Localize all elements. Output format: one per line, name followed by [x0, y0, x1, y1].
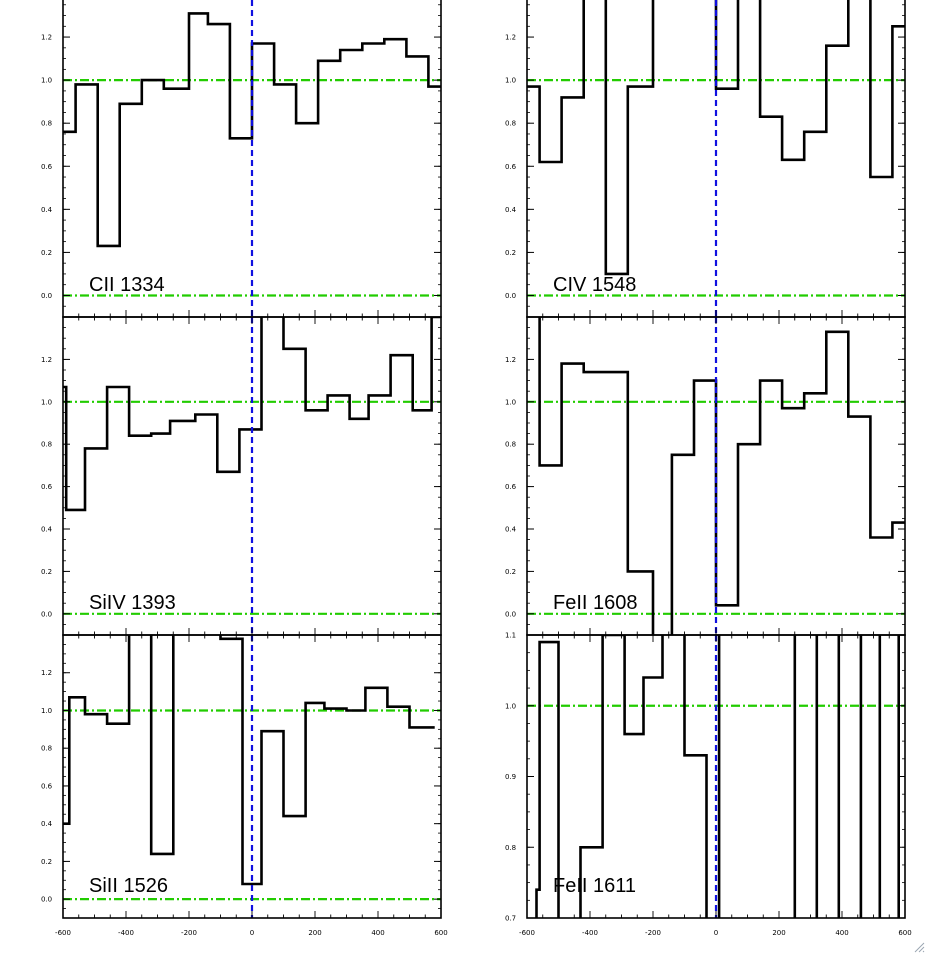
flux-profile [538, 317, 905, 635]
y-tick-label: 1.1 [505, 632, 516, 640]
x-tick-label: 600 [434, 929, 447, 937]
panel-label: FeII 1608 [553, 592, 638, 614]
panel-siii-1526: 0.0 0.2 0.4 0.6 0.8 1.0 1.2 -600 -400 -200 0 200 400… [41, 634, 448, 937]
x-tick-label: 200 [772, 929, 785, 937]
y-tick-label: 0.6 [41, 163, 53, 171]
y-tick-label: 1.0 [505, 702, 516, 710]
resize-grip-icon[interactable] [913, 941, 925, 953]
panel-plot-area [63, 0, 441, 317]
panel-plot-area [63, 317, 441, 635]
y-tick-label: 0.2 [505, 568, 516, 576]
x-tick-label: -600 [519, 929, 535, 937]
y-tick-label: 0.2 [41, 249, 52, 257]
y-tick-label: 0.2 [41, 568, 52, 576]
x-tick-label: 0 [714, 929, 718, 937]
panel-siiv-1393: 0.0 0.2 0.4 0.6 0.8 1.0 1.2 SiIV 1393 [41, 316, 442, 636]
y-tick-label: 0.6 [41, 782, 53, 790]
x-tick-label: -200 [645, 929, 661, 937]
panel-label: SiIV 1393 [89, 592, 176, 614]
y-tick-label: 0.6 [505, 483, 517, 491]
panel-civ-1548: 0.0 0.2 0.4 0.6 0.8 1.0 1.2 CIV 1548 [505, 0, 906, 318]
x-tick-label: 400 [371, 929, 384, 937]
y-tick-label: 0.4 [505, 526, 517, 534]
x-tick-label: -200 [181, 929, 197, 937]
panel-cii-1334: 0.0 0.2 0.4 0.6 0.8 1.0 1.2 CII 1334 [41, 0, 442, 318]
y-tick-label: 1.2 [505, 34, 516, 42]
panel-label: FeII 1611 [553, 875, 636, 897]
x-tick-label: -600 [55, 929, 71, 937]
y-tick-label: 0.9 [505, 773, 516, 781]
x-tick-label: 200 [308, 929, 321, 937]
y-tick-label: 1.0 [41, 707, 52, 715]
y-tick-label: 0.8 [505, 441, 516, 449]
y-tick-label: 0.4 [41, 206, 53, 214]
y-tick-label: 0.8 [505, 120, 516, 128]
panel-feii-1608: 0.0 0.2 0.4 0.6 0.8 1.0 1.2 FeII 1608 [505, 316, 906, 636]
y-tick-label: 0.0 [41, 292, 52, 300]
x-tick-label: 600 [898, 929, 911, 937]
y-tick-label: 0.0 [505, 610, 516, 618]
y-tick-label: 1.0 [505, 77, 516, 85]
panel-label: SiII 1526 [89, 875, 168, 897]
x-tick-label: 400 [835, 929, 848, 937]
y-tick-label: 0.2 [505, 249, 516, 257]
y-tick-label: 0.0 [41, 610, 52, 618]
panel-plot-area [63, 635, 441, 918]
y-tick-label: 0.4 [41, 526, 53, 534]
y-tick-label: 1.2 [505, 356, 516, 364]
y-tick-label: 1.0 [41, 77, 52, 85]
y-tick-label: 1.0 [505, 398, 516, 406]
y-tick-label: 0.4 [505, 206, 517, 214]
panel-feii-1611: 0.7 0.8 0.9 1.0 1.1 -600 -400 -200 0 200 400 600 FeI… [505, 632, 912, 938]
y-tick-label: 0.8 [41, 745, 52, 753]
y-tick-label: 0.2 [41, 858, 52, 866]
y-tick-label: 0.0 [505, 292, 516, 300]
y-tick-label: 0.8 [505, 844, 516, 852]
y-tick-label: 0.8 [41, 120, 52, 128]
panel-label: CII 1334 [89, 274, 165, 296]
y-tick-label: 1.2 [41, 356, 52, 364]
y-tick-label: 0.6 [41, 483, 53, 491]
x-tick-label: 0 [250, 929, 254, 937]
panel-plot-area [527, 0, 905, 317]
y-tick-label: 0.6 [505, 163, 517, 171]
panel-label: CIV 1548 [553, 274, 636, 296]
panel-plot-area [527, 317, 905, 635]
y-tick-label: 0.0 [41, 896, 52, 904]
flux-profile [63, 317, 441, 512]
flux-profile [535, 635, 900, 918]
y-tick-label: 1.2 [41, 34, 52, 42]
panel-plot-area [527, 635, 905, 918]
x-tick-label: -400 [582, 929, 598, 937]
flux-profile [63, 635, 435, 886]
x-tick-label: -400 [118, 929, 134, 937]
y-tick-label: 1.0 [41, 398, 52, 406]
flux-profile [527, 0, 905, 276]
y-tick-label: 1.2 [41, 669, 52, 677]
y-tick-label: 0.4 [41, 820, 53, 828]
y-tick-label: 0.8 [41, 441, 52, 449]
y-tick-label: 0.7 [505, 915, 516, 923]
